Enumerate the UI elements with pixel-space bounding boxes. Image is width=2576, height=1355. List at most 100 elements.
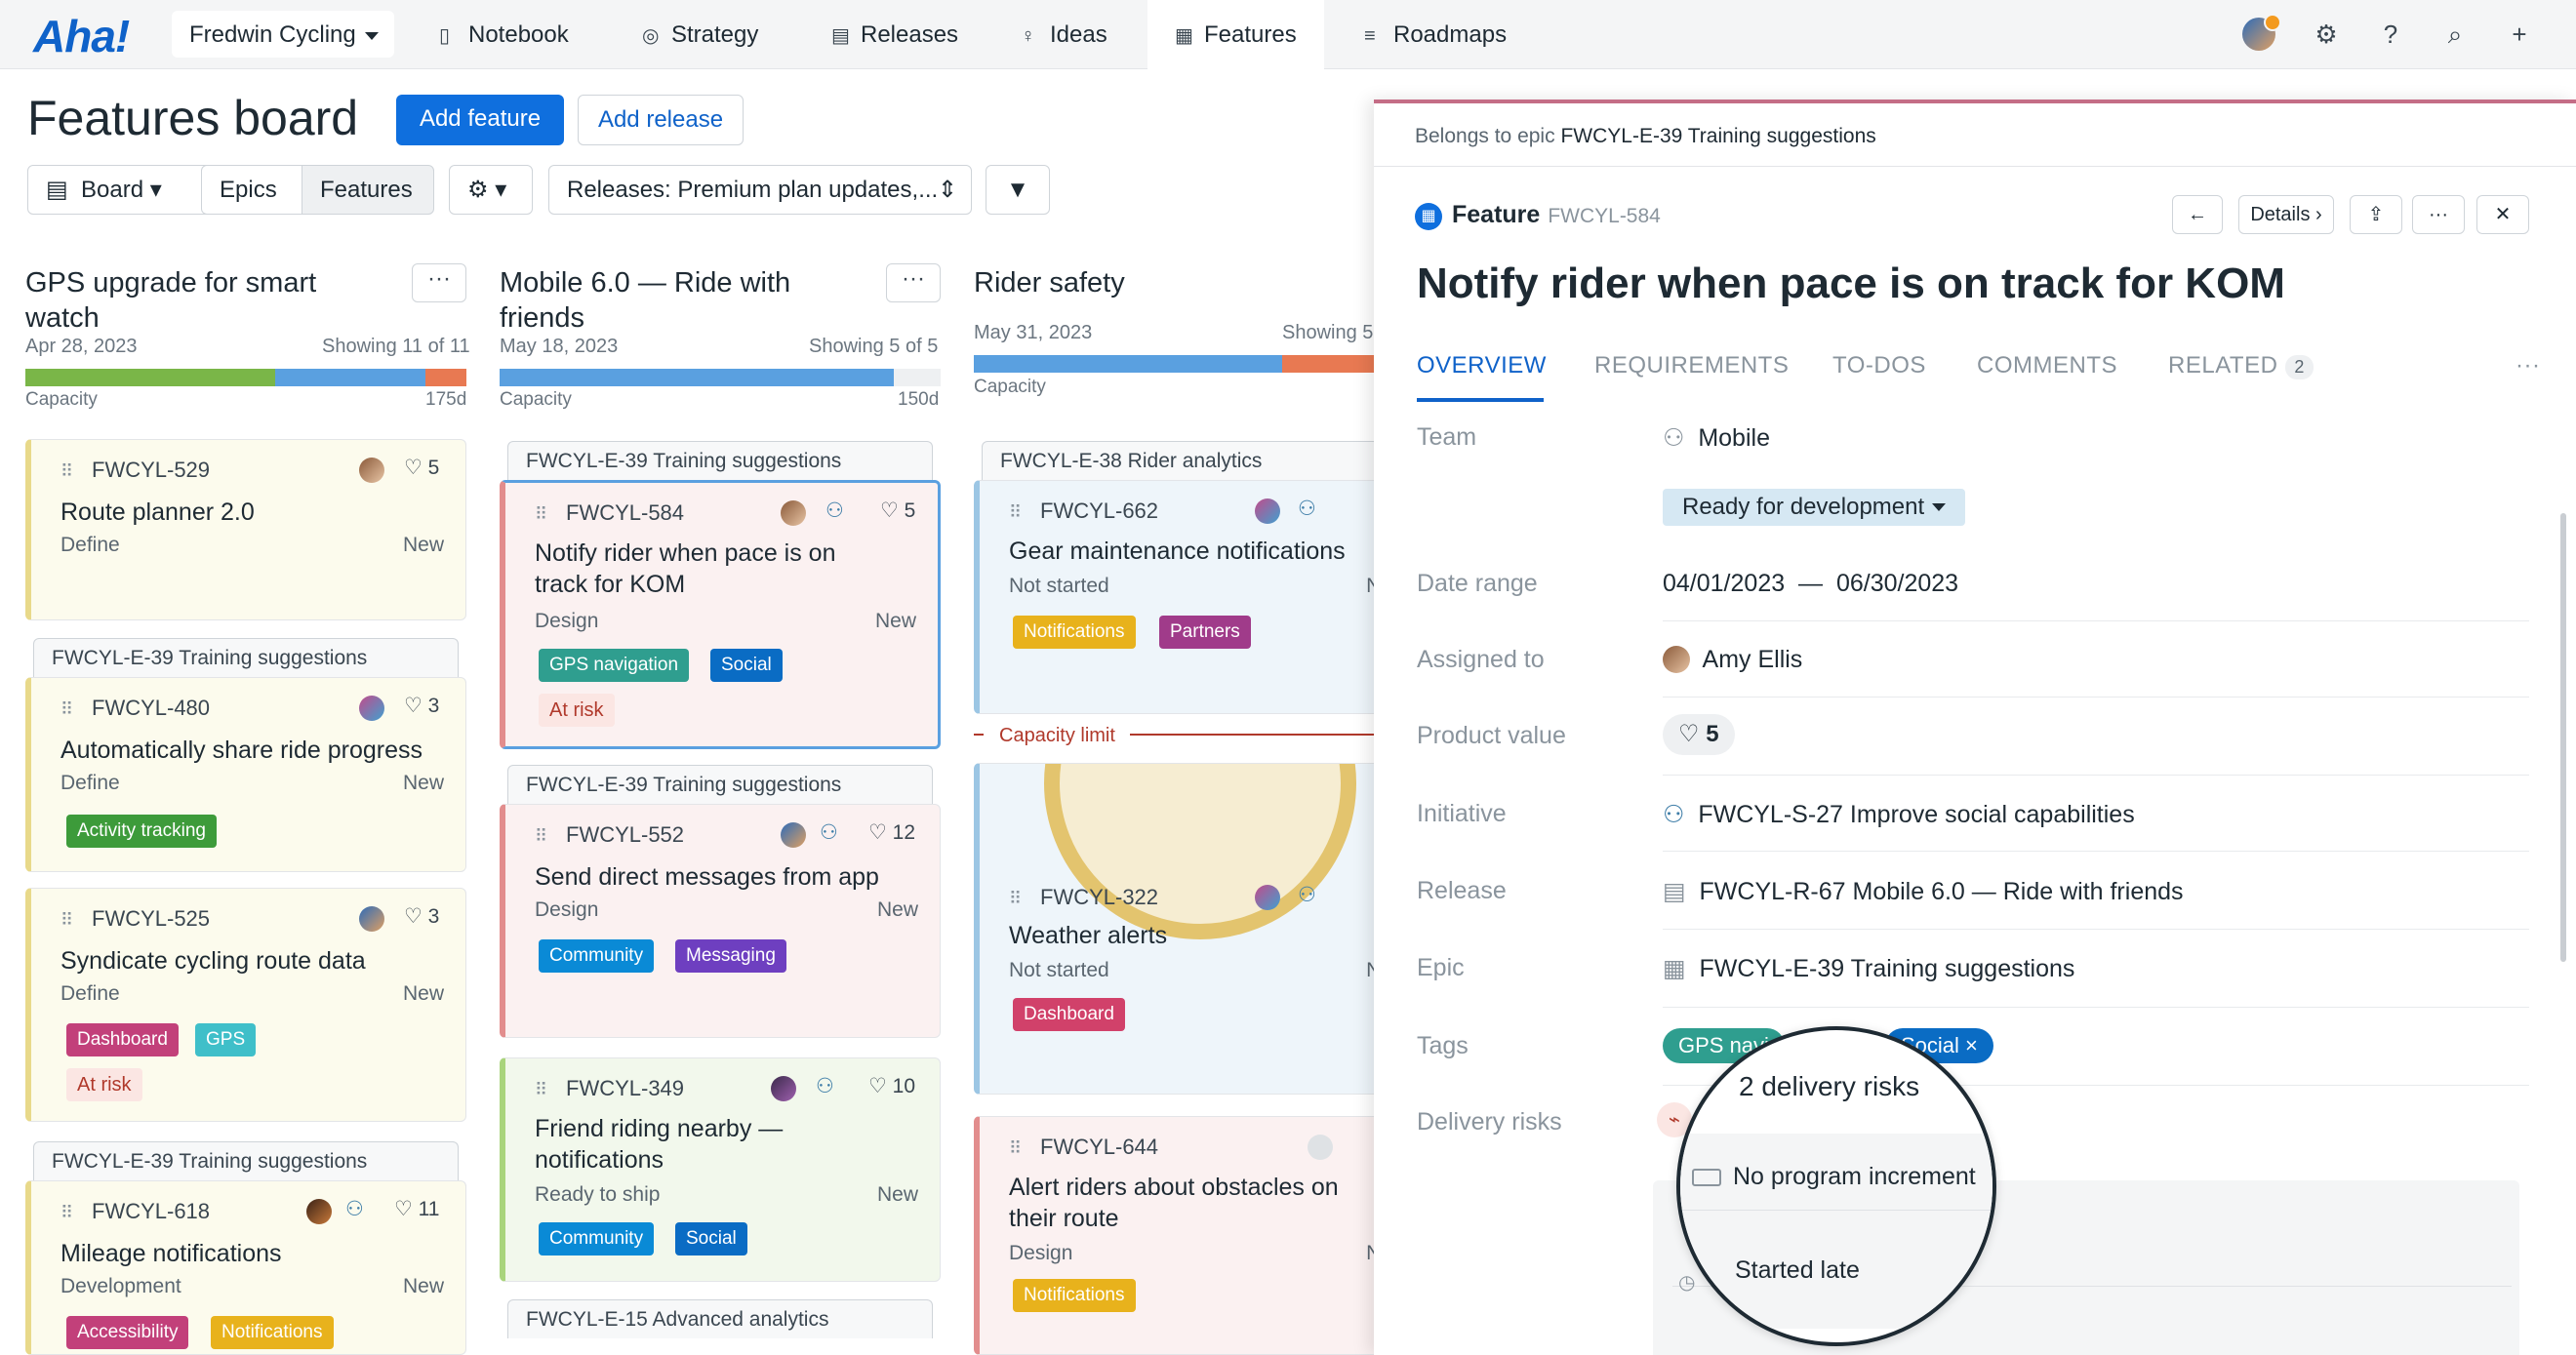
column-more-button[interactable]: ··· <box>412 263 466 302</box>
tab-related[interactable]: RELATED 2 <box>2168 352 2314 379</box>
aha-logo[interactable]: Aha! <box>33 11 130 61</box>
feature-card[interactable]: ⠿ FWCYL-480 ♡ 3 Automatically share ride … <box>25 677 466 872</box>
drag-handle-icon[interactable]: ⠿ <box>535 504 547 524</box>
drag-handle-icon[interactable]: ⠿ <box>535 1080 547 1099</box>
nav-features[interactable]: ▦ Features <box>1147 0 1324 69</box>
hierarchy-icon: ⚇ <box>825 499 844 522</box>
help-icon[interactable]: ? <box>2383 20 2398 49</box>
epic-group-label[interactable]: FWCYL-E-15 Advanced analytics <box>507 1299 933 1338</box>
epic-link[interactable]: FWCYL-E-39 Training suggestions <box>1560 125 1876 147</box>
feature-card[interactable]: ⠿ FWCYL-552 ⚇ ♡ 12 Send direct messages f… <box>500 804 941 1038</box>
tag[interactable]: Accessibility <box>66 1316 189 1349</box>
close-icon[interactable]: ✕ <box>2476 195 2529 234</box>
product-value-pill[interactable]: ♡ 5 <box>1663 714 1735 755</box>
tag[interactable]: Messaging <box>675 939 786 973</box>
column-title[interactable]: GPS upgrade for smart watch <box>25 267 317 334</box>
details-button[interactable]: Details › <box>2238 195 2334 234</box>
epic-group-label[interactable]: FWCYL-E-39 Training suggestions <box>33 638 459 677</box>
tag[interactable]: Community <box>539 1222 655 1255</box>
settings-dropdown[interactable]: ⚙ ▾ <box>449 165 533 215</box>
releases-filter[interactable]: Releases: Premium plan updates,... ⇕ <box>548 165 972 215</box>
search-icon[interactable]: ⌕ <box>2447 20 2463 49</box>
nav-roadmaps[interactable]: ≡ Roadmaps <box>1364 21 1508 48</box>
back-arrow-icon[interactable]: ← <box>2172 195 2223 234</box>
nav-releases[interactable]: ▤ Releases <box>831 21 959 48</box>
epic-group-label[interactable]: FWCYL-E-39 Training suggestions <box>507 765 933 804</box>
assigned-to-value[interactable]: Amy Ellis <box>1663 646 1802 674</box>
tag[interactable]: Notifications <box>1013 1279 1136 1312</box>
card-status: Ready to ship <box>535 1183 661 1206</box>
epic-group-label[interactable]: FWCYL-E-39 Training suggestions <box>33 1141 459 1180</box>
drag-handle-icon[interactable]: ⠿ <box>535 826 547 846</box>
tag[interactable]: Community <box>539 939 655 973</box>
card-status: Define <box>60 772 120 794</box>
epic-value[interactable]: ▦ FWCYL-E-39 Training suggestions <box>1663 955 2075 982</box>
tab-overview[interactable]: OVERVIEW <box>1417 352 1547 379</box>
card-status: Define <box>60 534 120 556</box>
tag[interactable]: Notifications <box>211 1316 334 1349</box>
tab-requirements[interactable]: REQUIREMENTS <box>1594 352 1790 379</box>
drag-handle-icon[interactable]: ⠿ <box>1009 502 1022 522</box>
epics-toggle[interactable]: Epics <box>201 165 302 215</box>
record-title[interactable]: Notify rider when pace is on track for K… <box>1417 259 2285 307</box>
feature-card[interactable]: ⠿ FWCYL-322 ⚇ Weather alerts Not started … <box>974 763 1393 1095</box>
feature-card[interactable]: ⠿ FWCYL-618 ⚇ ♡ 11 Mileage notifications … <box>25 1180 466 1355</box>
card-title: Send direct messages from app <box>535 863 879 891</box>
tag[interactable]: Social <box>710 649 783 682</box>
column-title[interactable]: Rider safety <box>974 267 1125 299</box>
epic-group-label[interactable]: FWCYL-E-38 Rider analytics <box>982 441 1391 480</box>
column-showing: Showing 5 of 5 <box>809 336 939 357</box>
column-more-button[interactable]: ··· <box>886 263 941 302</box>
tag[interactable]: Activity tracking <box>66 815 217 848</box>
workspace-selector[interactable]: Fredwin Cycling <box>172 11 394 58</box>
settings-icon[interactable]: ⚙ <box>2314 20 2338 49</box>
scrollbar[interactable] <box>2560 513 2566 962</box>
status-dropdown[interactable]: Ready for development <box>1663 489 1966 526</box>
nav-strategy[interactable]: ◎ Strategy <box>642 21 759 48</box>
release-value[interactable]: ▤ FWCYL-R-67 Mobile 6.0 — Ride with frie… <box>1663 878 2184 905</box>
chevron-down-icon: ▾ <box>495 177 507 203</box>
user-avatar[interactable] <box>2242 14 2281 51</box>
add-release-button[interactable]: Add release <box>578 95 744 145</box>
tag[interactable]: Dashboard <box>1013 998 1125 1031</box>
tag[interactable]: GPS <box>195 1023 257 1056</box>
drag-handle-icon[interactable]: ⠿ <box>60 699 73 719</box>
drag-handle-icon[interactable]: ⠿ <box>1009 889 1022 908</box>
team-value[interactable]: ⚇ Mobile <box>1663 424 1770 452</box>
feature-card-selected[interactable]: ⠿ FWCYL-584 ⚇ ♡ 5 Notify rider when pace … <box>500 480 941 749</box>
remove-tag-icon[interactable]: × <box>1965 1033 1978 1057</box>
gear-icon: ⚙ <box>467 177 489 203</box>
feature-card[interactable]: ⠿ FWCYL-525 ♡ 3 Syndicate cycling route d… <box>25 888 466 1122</box>
tag[interactable]: GPS navigation <box>539 649 690 682</box>
column-title[interactable]: Mobile 6.0 — Ride with friends <box>500 267 791 334</box>
feature-card[interactable]: ⠿ FWCYL-529 ♡ 5 Route planner 2.0 Define … <box>25 439 466 620</box>
tab-comments[interactable]: COMMENTS <box>1977 352 2117 379</box>
drag-handle-icon[interactable]: ⠿ <box>60 461 73 481</box>
tabs-more-icon[interactable]: ··· <box>2516 352 2541 379</box>
tag[interactable]: Partners <box>1159 616 1251 649</box>
feature-card[interactable]: ⠿ FWCYL-349 ⚇ ♡ 10 Friend riding nearby —… <box>500 1057 941 1282</box>
drag-handle-icon[interactable]: ⠿ <box>60 910 73 930</box>
initiative-value[interactable]: ⚇ FWCYL-S-27 Improve social capabilities <box>1663 801 2135 828</box>
epic-group-label[interactable]: FWCYL-E-39 Training suggestions <box>507 441 933 480</box>
drag-handle-icon[interactable]: ⠿ <box>1009 1138 1022 1158</box>
feature-card[interactable]: ⠿ FWCYL-644 Alert riders about obstacles … <box>974 1116 1393 1355</box>
filter-icon[interactable]: ▼ <box>986 165 1050 215</box>
tag[interactable]: Social <box>675 1222 747 1255</box>
tab-todos[interactable]: TO-DOS <box>1832 352 1926 379</box>
share-icon[interactable]: ⇪ <box>2350 195 2402 234</box>
avatar <box>771 1076 796 1101</box>
nav-ideas[interactable]: ♀ Ideas <box>1021 21 1107 48</box>
add-feature-button[interactable]: Add feature <box>396 95 564 145</box>
more-icon[interactable]: ··· <box>2412 195 2465 234</box>
tag[interactable]: Dashboard <box>66 1023 179 1056</box>
nav-notebook[interactable]: ▯ Notebook <box>439 21 569 48</box>
add-icon[interactable]: + <box>2512 20 2527 49</box>
board-view-dropdown[interactable]: ▤ Board ▾ <box>27 165 213 215</box>
tag[interactable]: Notifications <box>1013 616 1136 649</box>
date-range-value[interactable]: 04/01/2023 — 06/30/2023 <box>1663 570 1959 597</box>
feature-card[interactable]: ⠿ FWCYL-662 ⚇ Gear maintenance notificati… <box>974 480 1393 714</box>
avatar <box>781 822 806 848</box>
drag-handle-icon[interactable]: ⠿ <box>60 1203 73 1222</box>
features-toggle[interactable]: Features <box>302 165 434 215</box>
